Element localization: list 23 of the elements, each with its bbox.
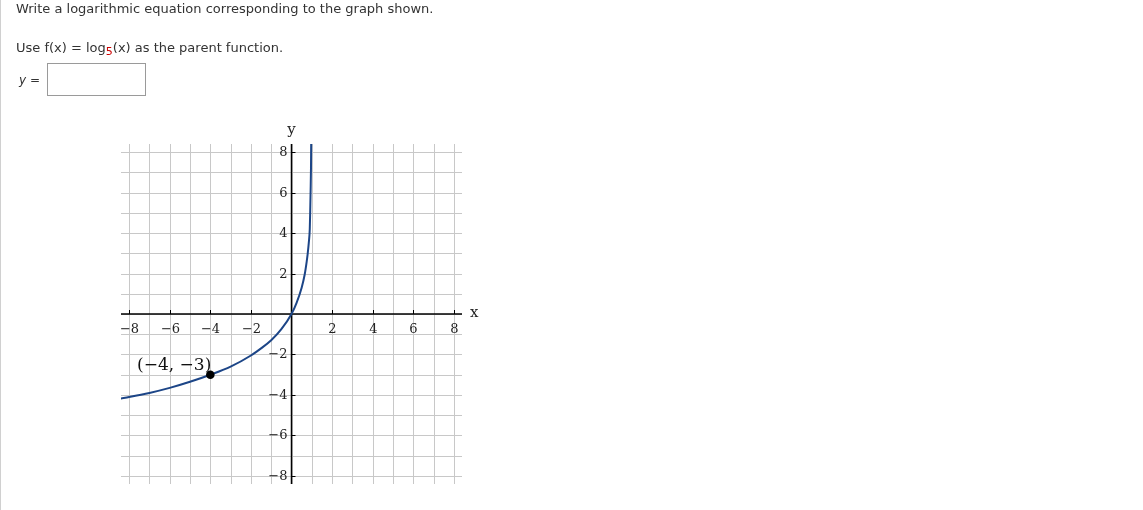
x-tick-label: 2 xyxy=(328,320,337,336)
y-tick-label: 4 xyxy=(279,224,288,240)
x-tick-label: −2 xyxy=(241,320,262,336)
y-tick-label: −8 xyxy=(268,467,288,483)
y-tick-label: 2 xyxy=(279,265,288,281)
y-tick-label: 8 xyxy=(279,143,288,159)
y-tick-label: −6 xyxy=(268,426,288,442)
chart-subtitle: Use f(x) = log$_{5}$(x) as the parent function. xyxy=(16,40,284,58)
text: y = xyxy=(19,72,40,87)
y-tick-label: −2 xyxy=(268,345,288,361)
annotation: (−4, −3) xyxy=(137,353,212,374)
x-tick-label: −6 xyxy=(160,320,181,336)
x-tick-label: 4 xyxy=(369,320,378,336)
x-tick-label: −4 xyxy=(200,320,221,336)
chart-title: Write a logarithmic equation corresponding to the graph shown. xyxy=(16,1,434,17)
x-tick-label: −8 xyxy=(119,320,140,336)
x-axis-title: x xyxy=(470,302,479,321)
x-tick-label: 8 xyxy=(450,320,459,336)
y-tick-label: 6 xyxy=(279,184,288,200)
line-series xyxy=(121,144,313,400)
y-tick-label: −4 xyxy=(268,386,288,402)
y-axis-title: y xyxy=(286,120,297,139)
x-tick-label: 6 xyxy=(409,320,418,336)
